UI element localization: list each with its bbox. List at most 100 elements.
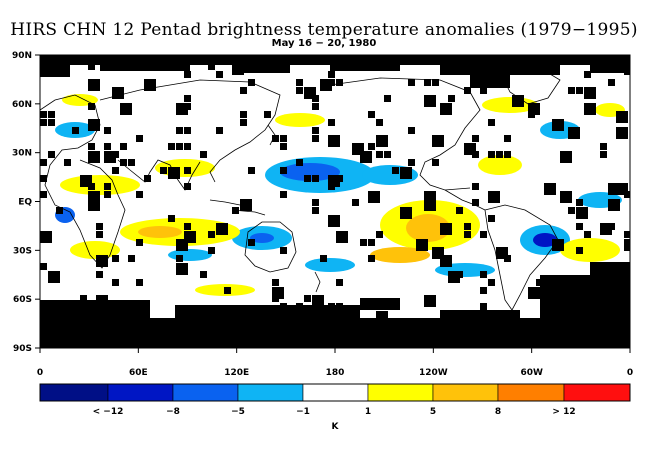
- missing-cell: [184, 71, 191, 78]
- missing-cell: [136, 239, 143, 246]
- latitude-axis: 90N 60N 30N EQ 30S 60S 90S: [12, 51, 40, 354]
- missing-cell: [568, 127, 580, 139]
- missing-cell: [296, 159, 303, 166]
- missing-cell: [584, 87, 596, 99]
- missing-cell: [584, 71, 591, 78]
- missing-cell: [600, 151, 607, 158]
- missing-cell: [424, 295, 436, 307]
- missing-cell: [440, 255, 447, 262]
- missing-cell: [184, 103, 191, 110]
- coastlines: [40, 67, 561, 311]
- missing-cell: [88, 79, 100, 91]
- missing-cell: [96, 255, 103, 262]
- lat-tick-label: 30N: [12, 149, 32, 159]
- missing-cell: [280, 167, 287, 174]
- missing-cell: [40, 175, 47, 182]
- missing-cell: [48, 119, 55, 126]
- missing-cell: [568, 207, 575, 214]
- missing-cell: [432, 135, 444, 147]
- missing-cell: [304, 295, 311, 302]
- missing-cell: [480, 87, 487, 94]
- missing-cell: [472, 135, 479, 142]
- missing-cell: [536, 319, 543, 326]
- missing-cell: [408, 127, 415, 134]
- missing-cell: [488, 279, 495, 286]
- missing-cell: [328, 71, 335, 78]
- lat-tick-label: EQ: [18, 198, 32, 208]
- missing-cell: [488, 79, 495, 86]
- missing-cell: [464, 231, 471, 238]
- missing-cell: [80, 175, 92, 187]
- missing-cell: [480, 303, 487, 310]
- missing-cell: [40, 327, 47, 334]
- missing-cell: [96, 271, 103, 278]
- missing-cell: [608, 279, 615, 286]
- missing-cell: [64, 311, 71, 318]
- missing-cell: [48, 151, 55, 158]
- missing-cell: [88, 103, 95, 110]
- missing-cell: [40, 159, 47, 166]
- missing-cell: [40, 119, 47, 126]
- missing-cell: [264, 111, 271, 118]
- missing-cell: [136, 191, 143, 198]
- missing-cell: [464, 223, 471, 230]
- missing-cell: [576, 207, 588, 219]
- missing-cell: [400, 167, 412, 179]
- missing-cell: [440, 223, 452, 235]
- lon-tick-label: 60E: [129, 368, 148, 378]
- missing-cell: [88, 63, 95, 70]
- missing-cell: [56, 207, 63, 214]
- missing-cell: [272, 295, 279, 302]
- missing-cell: [216, 223, 228, 235]
- missing-cell: [88, 191, 100, 203]
- missing-cell: [368, 143, 375, 150]
- color-bin: [172, 383, 239, 402]
- missing-cell: [120, 143, 127, 150]
- missing-cell: [480, 287, 487, 294]
- missing-cell: [480, 271, 487, 278]
- missing-cell: [136, 279, 143, 286]
- missing-cell: [504, 327, 516, 339]
- color-bin: [563, 383, 631, 402]
- missing-cell: [240, 111, 247, 118]
- missing-cell: [456, 327, 468, 339]
- warm-anomaly-patches: [60, 94, 625, 296]
- map-title: HIRS CHN 12 Pentad brightness temperatur…: [10, 20, 638, 40]
- missing-cell: [96, 231, 103, 238]
- missing-cell: [480, 311, 487, 318]
- missing-cell: [504, 135, 511, 142]
- missing-cell: [104, 191, 111, 198]
- missing-cell: [104, 183, 111, 190]
- lat-tick-label: 90S: [13, 344, 32, 354]
- lon-tick-label: 60W: [520, 368, 543, 378]
- missing-cell: [312, 319, 319, 326]
- missing-cell: [280, 247, 287, 254]
- missing-cell: [296, 87, 303, 94]
- missing-cell: [328, 135, 340, 147]
- missing-cell: [248, 239, 255, 246]
- missing-cell: [176, 263, 183, 270]
- missing-cell: [472, 199, 479, 206]
- missing-cell: [176, 143, 183, 150]
- missing-cell: [112, 63, 119, 70]
- missing-cell: [368, 255, 375, 262]
- missing-cell: [608, 79, 615, 86]
- missing-cell: [104, 127, 111, 134]
- missing-cell: [504, 255, 511, 262]
- missing-cell: [432, 319, 439, 326]
- missing-cell: [424, 95, 436, 107]
- color-bin-label: 1: [364, 407, 372, 417]
- missing-cell: [440, 311, 452, 323]
- missing-cell: [144, 175, 151, 182]
- missing-cell: [88, 119, 100, 131]
- missing-cell: [616, 111, 628, 123]
- missing-cell: [280, 303, 287, 310]
- missing-cell: [480, 231, 487, 238]
- missing-cell: [328, 183, 335, 190]
- missing-cell: [584, 231, 591, 238]
- missing-cell: [504, 151, 511, 158]
- missing-cell: [88, 151, 100, 163]
- missing-cell: [272, 279, 279, 286]
- missing-cell: [488, 191, 500, 203]
